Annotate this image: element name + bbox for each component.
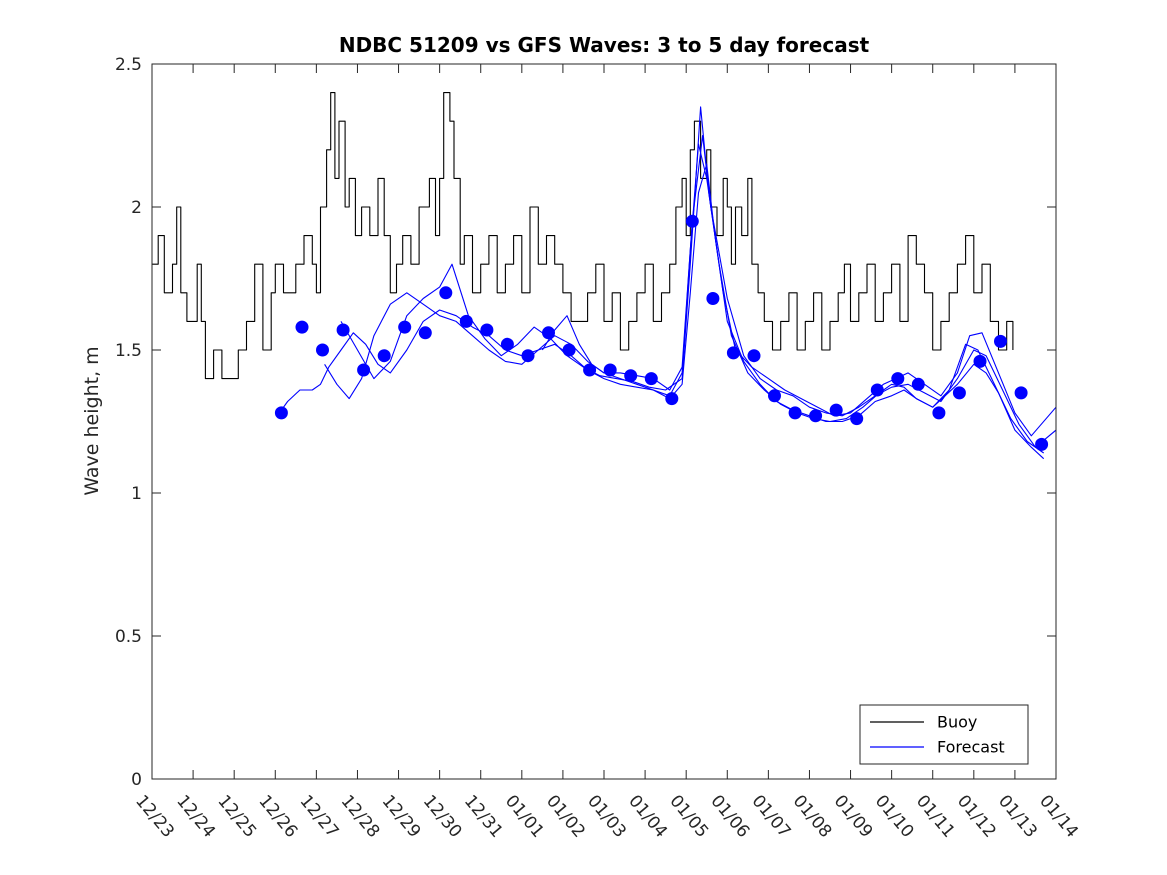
forecast-marker [500,337,514,351]
legend-label-buoy: Buoy [937,713,977,732]
forecast-marker [336,323,350,337]
y-axis-label: Wave height, m [81,346,103,495]
forecast-marker [398,320,412,334]
forecast-marker [788,406,802,420]
y-tick-label: 2.5 [115,55,142,75]
forecast-marker [829,403,843,417]
forecast-marker [685,214,699,228]
forecast-marker [439,286,453,300]
forecast-marker [274,406,288,420]
y-tick-label: 1 [131,484,142,504]
forecast-marker [870,383,884,397]
series-line-buoy [152,92,1014,380]
forecast-marker [562,343,576,357]
forecast-marker [973,354,987,368]
forecast-marker [706,292,720,305]
y-tick-label: 0 [131,770,142,790]
series-group [152,92,1056,460]
forecast-marker [418,326,432,340]
y-tick-label: 1.5 [115,341,142,361]
forecast-marker [521,349,535,363]
plot-area: 00.511.522.512/2312/2412/2512/2612/2712/… [115,55,1082,842]
forecast-marker [603,363,617,377]
forecast-marker [891,372,905,386]
forecast-marker [480,323,494,337]
forecast-marker [459,314,473,328]
forecast-marker [624,369,638,383]
forecast-marker [768,389,781,403]
forecast-marker [1014,386,1028,400]
forecast-marker [952,386,966,400]
forecast-marker [316,343,329,357]
forecast-marker [850,412,864,426]
forecast-marker [583,363,597,377]
forecast-marker [377,349,391,363]
y-tick-label: 0.5 [115,627,142,647]
forecast-marker [994,334,1007,348]
y-tick-label: 2 [131,198,142,218]
legend-box [859,704,1029,765]
chart-title: NDBC 51209 vs GFS Waves: 3 to 5 day fore… [339,33,870,57]
forecast-marker [295,320,309,334]
forecast-marker [911,377,925,391]
forecast-marker [644,372,658,386]
forecast-marker [747,349,761,363]
forecast-marker [1035,437,1049,451]
plot-background [152,64,1056,779]
forecast-marker [726,346,740,360]
legend: Buoy Forecast [859,704,1029,765]
legend-label-forecast: Forecast [937,738,1005,757]
forecast-marker [665,392,679,406]
forecast-marker [809,409,823,423]
forecast-marker [932,406,946,420]
forecast-marker [357,363,371,377]
forecast-marker [542,326,555,340]
series-line-forecast-run-3 [340,106,1056,437]
